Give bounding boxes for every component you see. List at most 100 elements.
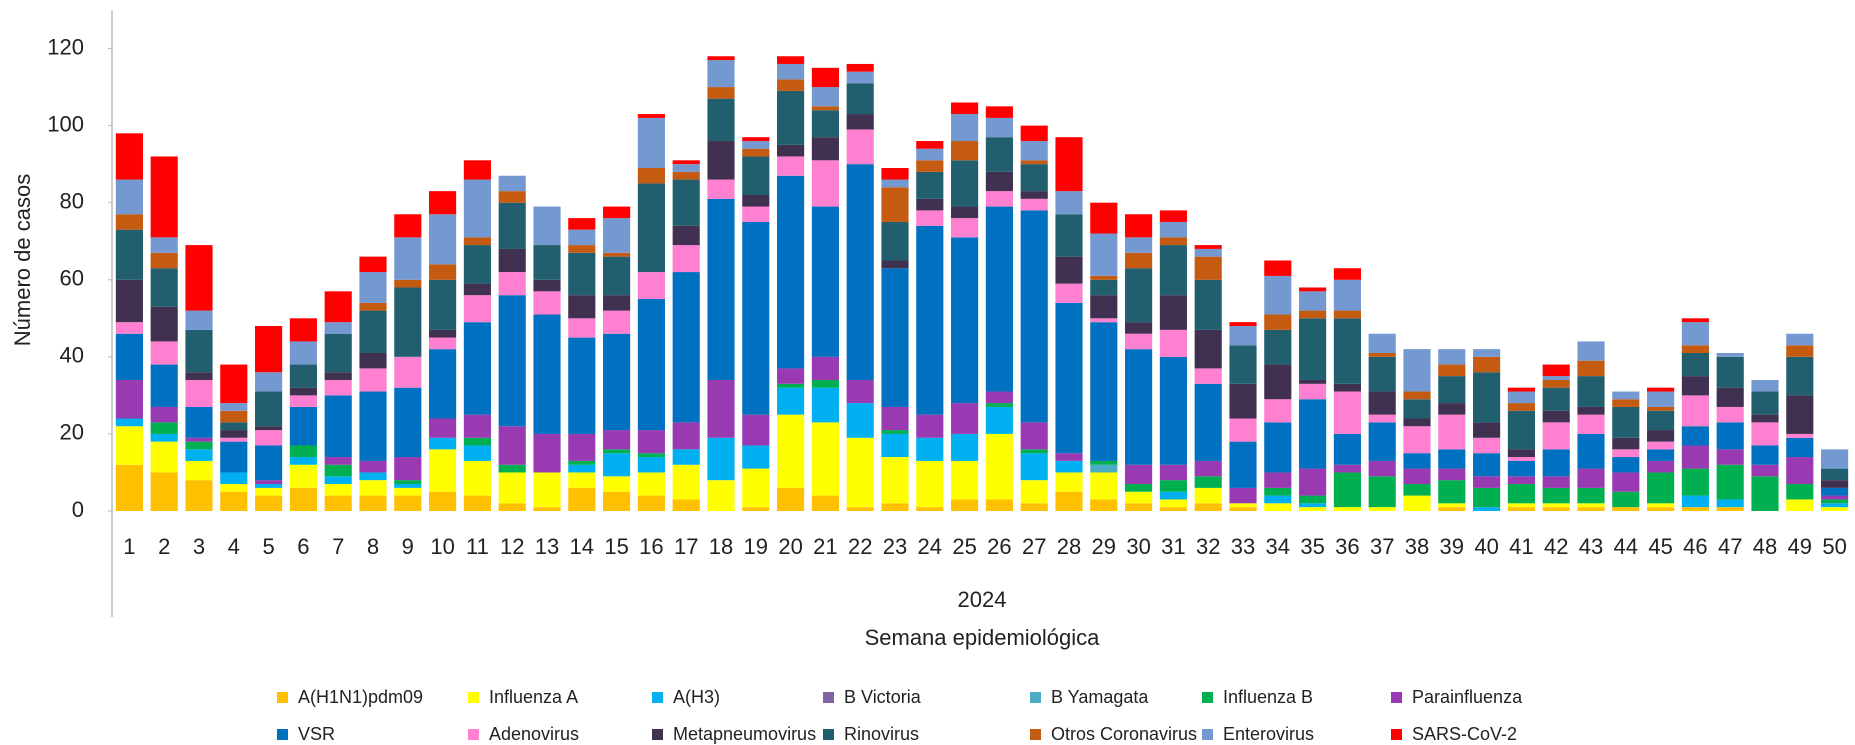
bar-segment [707,60,735,88]
bar-segment [394,287,422,357]
bar-segment [429,418,457,438]
x-tick-label: 16 [639,534,663,559]
bar-segment [1612,457,1640,473]
bar-segment [1194,368,1222,384]
bar-segment [359,272,387,303]
bar-segment [185,372,213,380]
bar-segment [1229,326,1257,346]
bar-segment [1821,495,1849,500]
bar-segment [951,102,979,115]
bar-segment [498,191,526,203]
bar-segment [1264,487,1292,496]
bar-segment [1194,460,1222,477]
bar-segment [1055,283,1083,303]
bar-segment [1473,507,1501,511]
x-tick-label: 4 [228,534,240,559]
bar-segment [1647,507,1675,511]
legend-label: A(H3) [673,687,720,707]
bar-segment [568,229,596,246]
bar-segment [777,79,805,91]
bar-segment [498,175,526,192]
bar-segment [1577,433,1605,469]
bar-segment [1681,345,1709,353]
bar-segment [1438,449,1466,469]
bar-segment [429,214,457,265]
bar-segment [498,248,526,273]
x-tick-label: 11 [466,534,489,559]
bar-segment [951,114,979,142]
bar-segment [289,318,317,342]
bar-segment [603,218,631,253]
bar-segment [1125,214,1153,238]
bar-segment [637,272,665,300]
x-tick-label: 9 [402,534,414,559]
bar-segment [568,472,596,488]
y-tick-label: 120 [47,34,84,59]
bar-segment [1403,391,1431,400]
bar-segment [811,356,839,380]
bar-segment [742,194,770,207]
bar-segment [916,437,944,461]
bar-segment [463,245,491,284]
bar-segment [777,487,805,511]
bar-segment [1159,329,1187,357]
bar-segment [1333,318,1361,384]
bar-segment [777,414,805,488]
bar-segment [394,237,422,280]
bar-segment [463,437,491,446]
bar-segment [255,487,283,496]
bar-segment [1159,237,1187,246]
bar-segment [916,141,944,149]
bar-segment [603,256,631,296]
bar-segment [359,480,387,496]
legend-label: SARS-CoV-2 [1412,724,1517,744]
bar-segment [359,391,387,461]
bar-segment [1333,472,1361,508]
bar-segment [568,218,596,230]
bar-segment [1438,403,1466,415]
bar-segment [1507,410,1535,450]
y-tick-label: 20 [60,420,84,445]
bar-segment [1020,210,1048,423]
bar-segment [742,221,770,415]
bar-segment [1020,160,1048,165]
x-tick-label: 6 [297,534,309,559]
bar-segment [985,191,1013,207]
x-tick-label: 14 [570,534,594,559]
bar-segment [1821,503,1849,508]
bar-segment [811,422,839,496]
bar-segment [951,160,979,207]
bar-segment [1229,322,1257,327]
bar-segment [1438,503,1466,508]
bar-segment [1716,449,1744,465]
bar-segment [429,437,457,450]
bar-segment [1612,399,1640,407]
y-tick-label: 40 [60,343,84,368]
bar-segment [1090,499,1118,511]
x-tick-label: 34 [1266,534,1290,559]
bar-segment [1821,468,1849,481]
bar-segment [672,160,700,165]
x-tick-label: 50 [1822,534,1846,559]
bar-segment [255,430,283,446]
bar-segment [846,164,874,380]
bar-segment [881,433,909,458]
bar-segment [811,379,839,388]
bar-segment [603,295,631,311]
bar-segment [115,333,143,380]
bar-segment [463,495,491,511]
bar-segment [777,156,805,176]
bar-segment [1647,503,1675,508]
bar-segment [115,214,143,230]
bar-segment [394,279,422,288]
bar-segment [1333,279,1361,311]
bar-segment [1055,491,1083,511]
bar-segment [1473,372,1501,423]
bar-segment [1368,333,1396,353]
bar-segment [985,171,1013,192]
bar-segment [811,87,839,107]
bar-segment [672,272,700,423]
x-tick-label: 22 [848,534,872,559]
bar-segment [324,291,352,323]
bar-segment [1125,333,1153,350]
